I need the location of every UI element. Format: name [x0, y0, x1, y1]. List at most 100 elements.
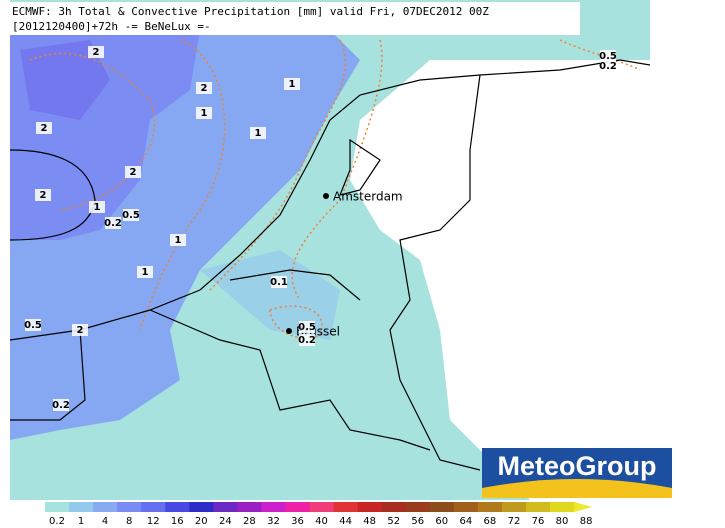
- legend-label: 68: [484, 516, 497, 527]
- label-bg: [299, 321, 315, 333]
- contour: [291, 39, 383, 301]
- label-bg: [299, 334, 315, 346]
- legend-label: 88: [580, 516, 593, 527]
- label-bg: [271, 276, 287, 288]
- legend-swatch: [285, 502, 311, 512]
- label-bg: [36, 122, 52, 134]
- city-dot: [286, 328, 292, 334]
- contour-label: 2: [77, 325, 84, 336]
- border: [229, 269, 361, 301]
- legend-label: 1: [78, 516, 84, 527]
- legend-label: 64: [459, 516, 472, 527]
- contour-label: 2: [41, 123, 48, 134]
- precip-4mm: [20, 40, 110, 120]
- legend-swatch: [93, 502, 118, 512]
- contour-label: 0.2: [104, 218, 122, 229]
- label-bg: [137, 266, 153, 278]
- contour-label: 1: [175, 235, 182, 246]
- legend-label: 24: [219, 516, 232, 527]
- legend-label: 80: [556, 516, 569, 527]
- label-bg: [123, 209, 139, 221]
- legend-arrow: [574, 502, 593, 512]
- header-line: [2012120400]+72h -= BeNeLux =-: [12, 20, 211, 33]
- contour: [29, 52, 156, 211]
- legend-label: 52: [387, 516, 400, 527]
- label-bg: [25, 319, 41, 331]
- contour-label: 1: [94, 202, 101, 213]
- contour: [139, 39, 226, 331]
- legend-swatch: [189, 502, 214, 512]
- coastline: [339, 138, 381, 196]
- coastline: [9, 59, 651, 341]
- legend-swatch: [477, 502, 503, 512]
- contour-label: 0.5: [298, 322, 316, 333]
- label-bg: [88, 46, 104, 58]
- legend-swatch: [381, 502, 407, 512]
- header-box: [8, 2, 580, 35]
- header-line: ECMWF: 3h Total & Convective Precipitati…: [12, 5, 489, 18]
- contour-label: 0.2: [298, 335, 316, 346]
- contour-label: 2: [40, 190, 47, 201]
- legend-label: 28: [243, 516, 256, 527]
- label-bg: [35, 189, 51, 201]
- legend-swatch: [213, 502, 238, 512]
- contour-label: 1: [255, 128, 262, 139]
- contour-label: 0.2: [52, 400, 70, 411]
- legend-swatch: [501, 502, 527, 512]
- map-area: Amsterdam Brussel: [9, 0, 651, 500]
- legend-label: 12: [147, 516, 160, 527]
- contour-label: 1: [201, 108, 208, 119]
- legend-swatch: [550, 502, 575, 512]
- contour-label: 2: [93, 47, 100, 58]
- legend-label: 60: [435, 516, 448, 527]
- contour: [269, 305, 323, 339]
- label-bg: [600, 50, 616, 62]
- legend-label: 48: [363, 516, 376, 527]
- legend-swatch: [45, 502, 70, 512]
- legend: 0.2 1 4 8 12 16 20 24 28 32 36 40 44 48 52 56 60 64 68 72 76…: [45, 502, 592, 527]
- label-bg: [72, 324, 88, 336]
- contour: [209, 39, 347, 291]
- logo-sun: [482, 479, 672, 498]
- label-bg: [196, 82, 212, 94]
- legend-swatch: [526, 502, 551, 512]
- border: [10, 329, 86, 421]
- logo-text: MeteoGroup: [498, 451, 657, 481]
- legend-swatch: [429, 502, 455, 512]
- legend-label: 56: [411, 516, 424, 527]
- label-bg: [196, 107, 212, 119]
- legend-label: 40: [315, 516, 328, 527]
- contour-label: 0.2: [599, 61, 617, 72]
- city-label: Amsterdam: [333, 190, 403, 204]
- legend-swatch: [141, 502, 166, 512]
- legend-swatch: [405, 502, 431, 512]
- contour-label: 0.5: [24, 320, 42, 331]
- contour-label: 2: [130, 167, 137, 178]
- legend-label: 0.2: [49, 516, 65, 527]
- border: [149, 309, 431, 451]
- contour-label: 0.5: [122, 210, 140, 221]
- legend-label: 16: [171, 516, 184, 527]
- city-dot: [323, 193, 329, 199]
- legend-label: 8: [126, 516, 132, 527]
- legend-swatch: [117, 502, 142, 512]
- label-bg: [53, 399, 69, 411]
- legend-label: 72: [508, 516, 521, 527]
- label-bg: [105, 217, 121, 229]
- precip-low: [200, 250, 340, 340]
- legend-swatch: [309, 502, 335, 512]
- coastline: [9, 149, 96, 241]
- legend-label: 76: [532, 516, 545, 527]
- legend-label: 44: [339, 516, 352, 527]
- legend-swatch: [357, 502, 383, 512]
- legend-swatch: [453, 502, 479, 512]
- legend-swatch: [333, 502, 359, 512]
- dry-area: [350, 60, 650, 500]
- legend-swatch: [237, 502, 262, 512]
- border: [389, 74, 481, 471]
- legend-label: 36: [291, 516, 304, 527]
- legend-label: 20: [195, 516, 208, 527]
- label-bg: [250, 127, 266, 139]
- legend-swatch: [261, 502, 286, 512]
